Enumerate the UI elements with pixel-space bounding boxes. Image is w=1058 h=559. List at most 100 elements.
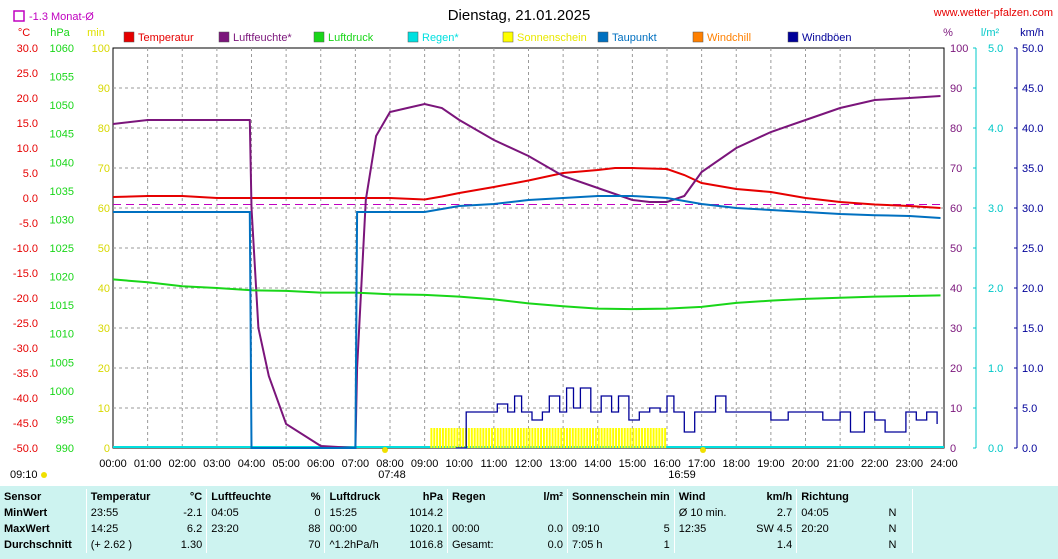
row-label: MinWert	[4, 507, 48, 519]
unit-temp: °C	[18, 27, 30, 39]
unit-rain: l/m²	[981, 27, 1000, 39]
legend-label: Regen*	[422, 32, 459, 44]
sunshine-bar	[620, 428, 623, 448]
sunshine-bar	[447, 428, 450, 448]
x-tick-label: 17:00	[688, 458, 716, 470]
sunshine-bar	[554, 428, 557, 448]
hdr-hum-unit: %	[310, 491, 321, 503]
legend-swatch	[407, 31, 419, 43]
series-line-luftfeuchte	[112, 95, 941, 450]
sunshine-bar	[583, 428, 586, 448]
sunshine-bar	[537, 428, 540, 448]
sunshine-bar	[462, 428, 465, 448]
sunshine-bar	[490, 428, 493, 448]
x-tick-label: 20:00	[792, 458, 820, 470]
hdr-sonnenschein: Sonnenschein min	[566, 489, 675, 505]
temp-tick-label: 30.0	[17, 43, 38, 55]
wind-tick-label: 5.0	[1022, 403, 1037, 415]
sunshine-bar	[505, 428, 508, 448]
marker-sunrise-label: 07:48	[378, 469, 406, 481]
min-tick-label: 90	[98, 83, 110, 95]
temp-tick-label: -20.0	[13, 293, 38, 305]
x-tick-label: 23:00	[896, 458, 924, 470]
row-label: MaxWert	[4, 523, 50, 535]
rain-time: Gesamt:	[446, 537, 516, 553]
sunshine-bar	[646, 428, 649, 448]
sunshine-bar	[528, 428, 531, 448]
sun-time	[566, 505, 646, 521]
stats-row-avg: Durchschnitt (+ 2.62 ) 1.30 70 ^1.2hPa/h…	[0, 537, 1058, 553]
wind-tick-label: 35.0	[1022, 163, 1043, 175]
temp-time: 23:55	[85, 505, 173, 521]
sunshine-bar	[652, 428, 655, 448]
x-tick-label: 18:00	[722, 458, 750, 470]
legend-label: Sonnenschein	[517, 32, 587, 44]
legend-label: Luftdruck	[328, 32, 374, 44]
x-tick-label: 10:00	[445, 458, 473, 470]
x-tick-label: 13:00	[549, 458, 577, 470]
press-tick-label: 1035	[50, 186, 74, 198]
sunshine-bar	[485, 428, 488, 448]
dir-value: N	[888, 507, 897, 519]
wind-tick-label: 15.0	[1022, 323, 1043, 335]
x-tick-label: 12:00	[515, 458, 543, 470]
hum-tick-label: 40	[950, 283, 962, 295]
rain-time: 00:00	[446, 521, 516, 537]
hdr-luftdruck: Luftdruck	[324, 489, 404, 505]
sunshine-bar	[586, 428, 589, 448]
legend-label: Temperatur	[138, 32, 194, 44]
press-time: ^1.2hPa/h	[324, 537, 404, 553]
temp-tick-label: -5.0	[19, 218, 38, 230]
sunshine-bar	[626, 428, 629, 448]
hdr-temp-unit: °C	[189, 491, 203, 503]
hdr-sensor: Sensor	[4, 491, 42, 503]
x-tick-label: 04:00	[238, 458, 266, 470]
spacer-cell	[912, 505, 1058, 521]
temp-tick-label: -45.0	[13, 418, 38, 430]
hum-time: 04:05	[206, 505, 293, 521]
series-line-windben	[455, 387, 938, 449]
site-link[interactable]: www.wetter-pfalzen.com	[933, 7, 1053, 19]
sun-value: 1	[663, 539, 670, 551]
x-tick-label: 16:00	[653, 458, 681, 470]
temp-tick-label: 10.0	[17, 143, 38, 155]
press-tick-label: 1060	[50, 43, 74, 55]
sunshine-bar	[643, 428, 646, 448]
chart-legend: Temperatur Luftfeuchte* Luftdruck Regen* Son…	[123, 31, 852, 44]
sunshine-bar	[433, 428, 436, 448]
sun-value: 5	[663, 523, 670, 535]
press-tick-label: 1025	[50, 243, 74, 255]
x-tick-label: 07:00	[342, 458, 370, 470]
sunshine-bar	[436, 428, 439, 448]
hdr-regen: Regen	[446, 489, 516, 505]
press-tick-label: 1050	[50, 100, 74, 112]
wind-tick-label: 45.0	[1022, 83, 1043, 95]
sun-value	[645, 505, 674, 521]
dir-time	[796, 537, 885, 553]
temp-tick-label: -25.0	[13, 318, 38, 330]
row-label: Durchschnitt	[4, 539, 72, 551]
sunshine-bar	[476, 428, 479, 448]
legend-swatch	[787, 31, 799, 43]
stats-row-max: MaxWert 14:25 6.2 23:20 88 00:00 1020.1 …	[0, 521, 1058, 537]
hdr-richtung: Richtung	[796, 489, 885, 505]
temp-tick-label: -30.0	[13, 343, 38, 355]
sunshine-bar	[597, 428, 600, 448]
rain-tick-label: 3.0	[988, 203, 1003, 215]
wind-tick-label: 10.0	[1022, 363, 1043, 375]
x-tick-label: 11:00	[481, 458, 508, 470]
hum-value: 0	[314, 507, 321, 519]
wind-tick-label: 40.0	[1022, 123, 1043, 135]
sunshine-bar	[571, 428, 574, 448]
temp-tick-label: 20.0	[17, 93, 38, 105]
sunshine-bar	[600, 428, 603, 448]
press-tick-label: 990	[56, 443, 74, 455]
x-tick-label: 14:00	[584, 458, 612, 470]
temp-tick-label: -35.0	[13, 368, 38, 380]
sunshine-bar	[548, 428, 551, 448]
sunshine-bar	[473, 428, 476, 448]
sunrise-dot-icon	[382, 447, 388, 453]
wind-tick-label: 30.0	[1022, 203, 1043, 215]
press-tick-label: 1045	[50, 129, 74, 141]
sunshine-bar	[496, 428, 499, 448]
